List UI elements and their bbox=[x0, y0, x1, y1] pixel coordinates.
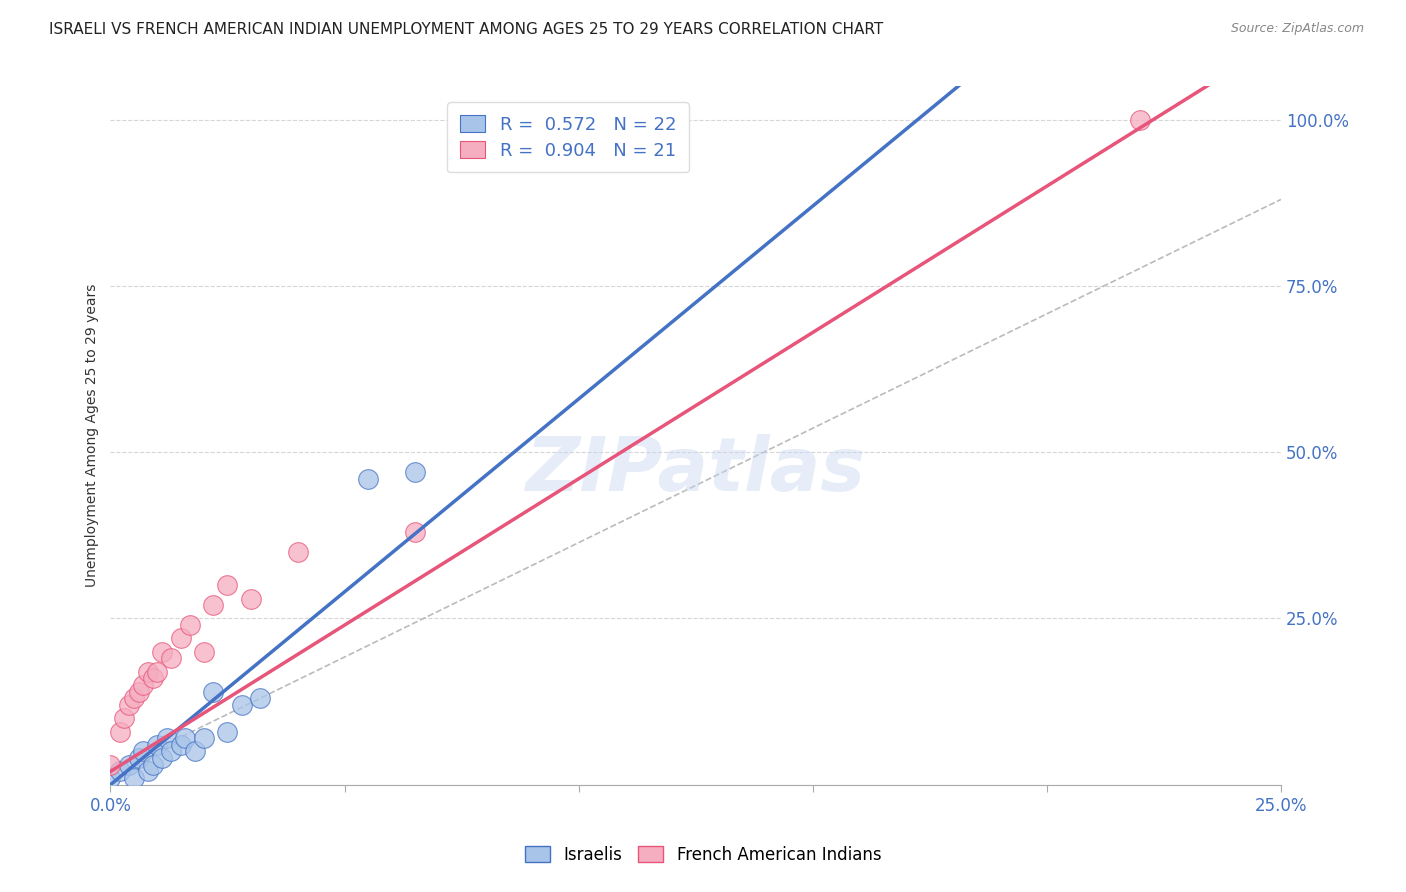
Point bbox=[141, 757, 163, 772]
Legend: Israelis, French American Indians: Israelis, French American Indians bbox=[517, 839, 889, 871]
Point bbox=[160, 744, 183, 758]
Point bbox=[136, 764, 159, 779]
Point bbox=[357, 472, 380, 486]
Y-axis label: Unemployment Among Ages 25 to 29 years: Unemployment Among Ages 25 to 29 years bbox=[86, 284, 100, 587]
Point bbox=[1129, 112, 1152, 127]
Point bbox=[179, 618, 201, 632]
Point bbox=[136, 665, 159, 679]
Point bbox=[174, 731, 197, 746]
Point bbox=[128, 751, 150, 765]
Point bbox=[193, 731, 215, 746]
Point bbox=[217, 578, 239, 592]
Point bbox=[202, 598, 225, 612]
Point bbox=[404, 524, 426, 539]
Point bbox=[217, 724, 239, 739]
Point bbox=[160, 651, 183, 665]
Point bbox=[193, 645, 215, 659]
Point bbox=[150, 645, 173, 659]
Point bbox=[122, 691, 145, 706]
Point bbox=[100, 771, 122, 785]
Text: ZIPatlas: ZIPatlas bbox=[526, 434, 866, 507]
Point bbox=[118, 698, 141, 712]
Point bbox=[169, 738, 191, 752]
Point bbox=[132, 744, 155, 758]
Point bbox=[146, 738, 169, 752]
Point bbox=[239, 591, 262, 606]
Point bbox=[108, 764, 131, 779]
Point bbox=[128, 684, 150, 698]
Point bbox=[108, 724, 131, 739]
Point bbox=[118, 757, 141, 772]
Point bbox=[169, 632, 191, 646]
Point bbox=[150, 751, 173, 765]
Point bbox=[146, 665, 169, 679]
Point bbox=[122, 771, 145, 785]
Text: ISRAELI VS FRENCH AMERICAN INDIAN UNEMPLOYMENT AMONG AGES 25 TO 29 YEARS CORRELA: ISRAELI VS FRENCH AMERICAN INDIAN UNEMPL… bbox=[49, 22, 883, 37]
Point bbox=[183, 744, 205, 758]
Text: Source: ZipAtlas.com: Source: ZipAtlas.com bbox=[1230, 22, 1364, 36]
Point bbox=[155, 731, 177, 746]
Legend: R =  0.572   N = 22, R =  0.904   N = 21: R = 0.572 N = 22, R = 0.904 N = 21 bbox=[447, 103, 689, 172]
Point bbox=[100, 757, 122, 772]
Point bbox=[404, 465, 426, 479]
Point bbox=[287, 545, 309, 559]
Point bbox=[141, 671, 163, 685]
Point bbox=[132, 678, 155, 692]
Point bbox=[231, 698, 253, 712]
Point bbox=[249, 691, 271, 706]
Point bbox=[202, 684, 225, 698]
Point bbox=[114, 711, 136, 725]
